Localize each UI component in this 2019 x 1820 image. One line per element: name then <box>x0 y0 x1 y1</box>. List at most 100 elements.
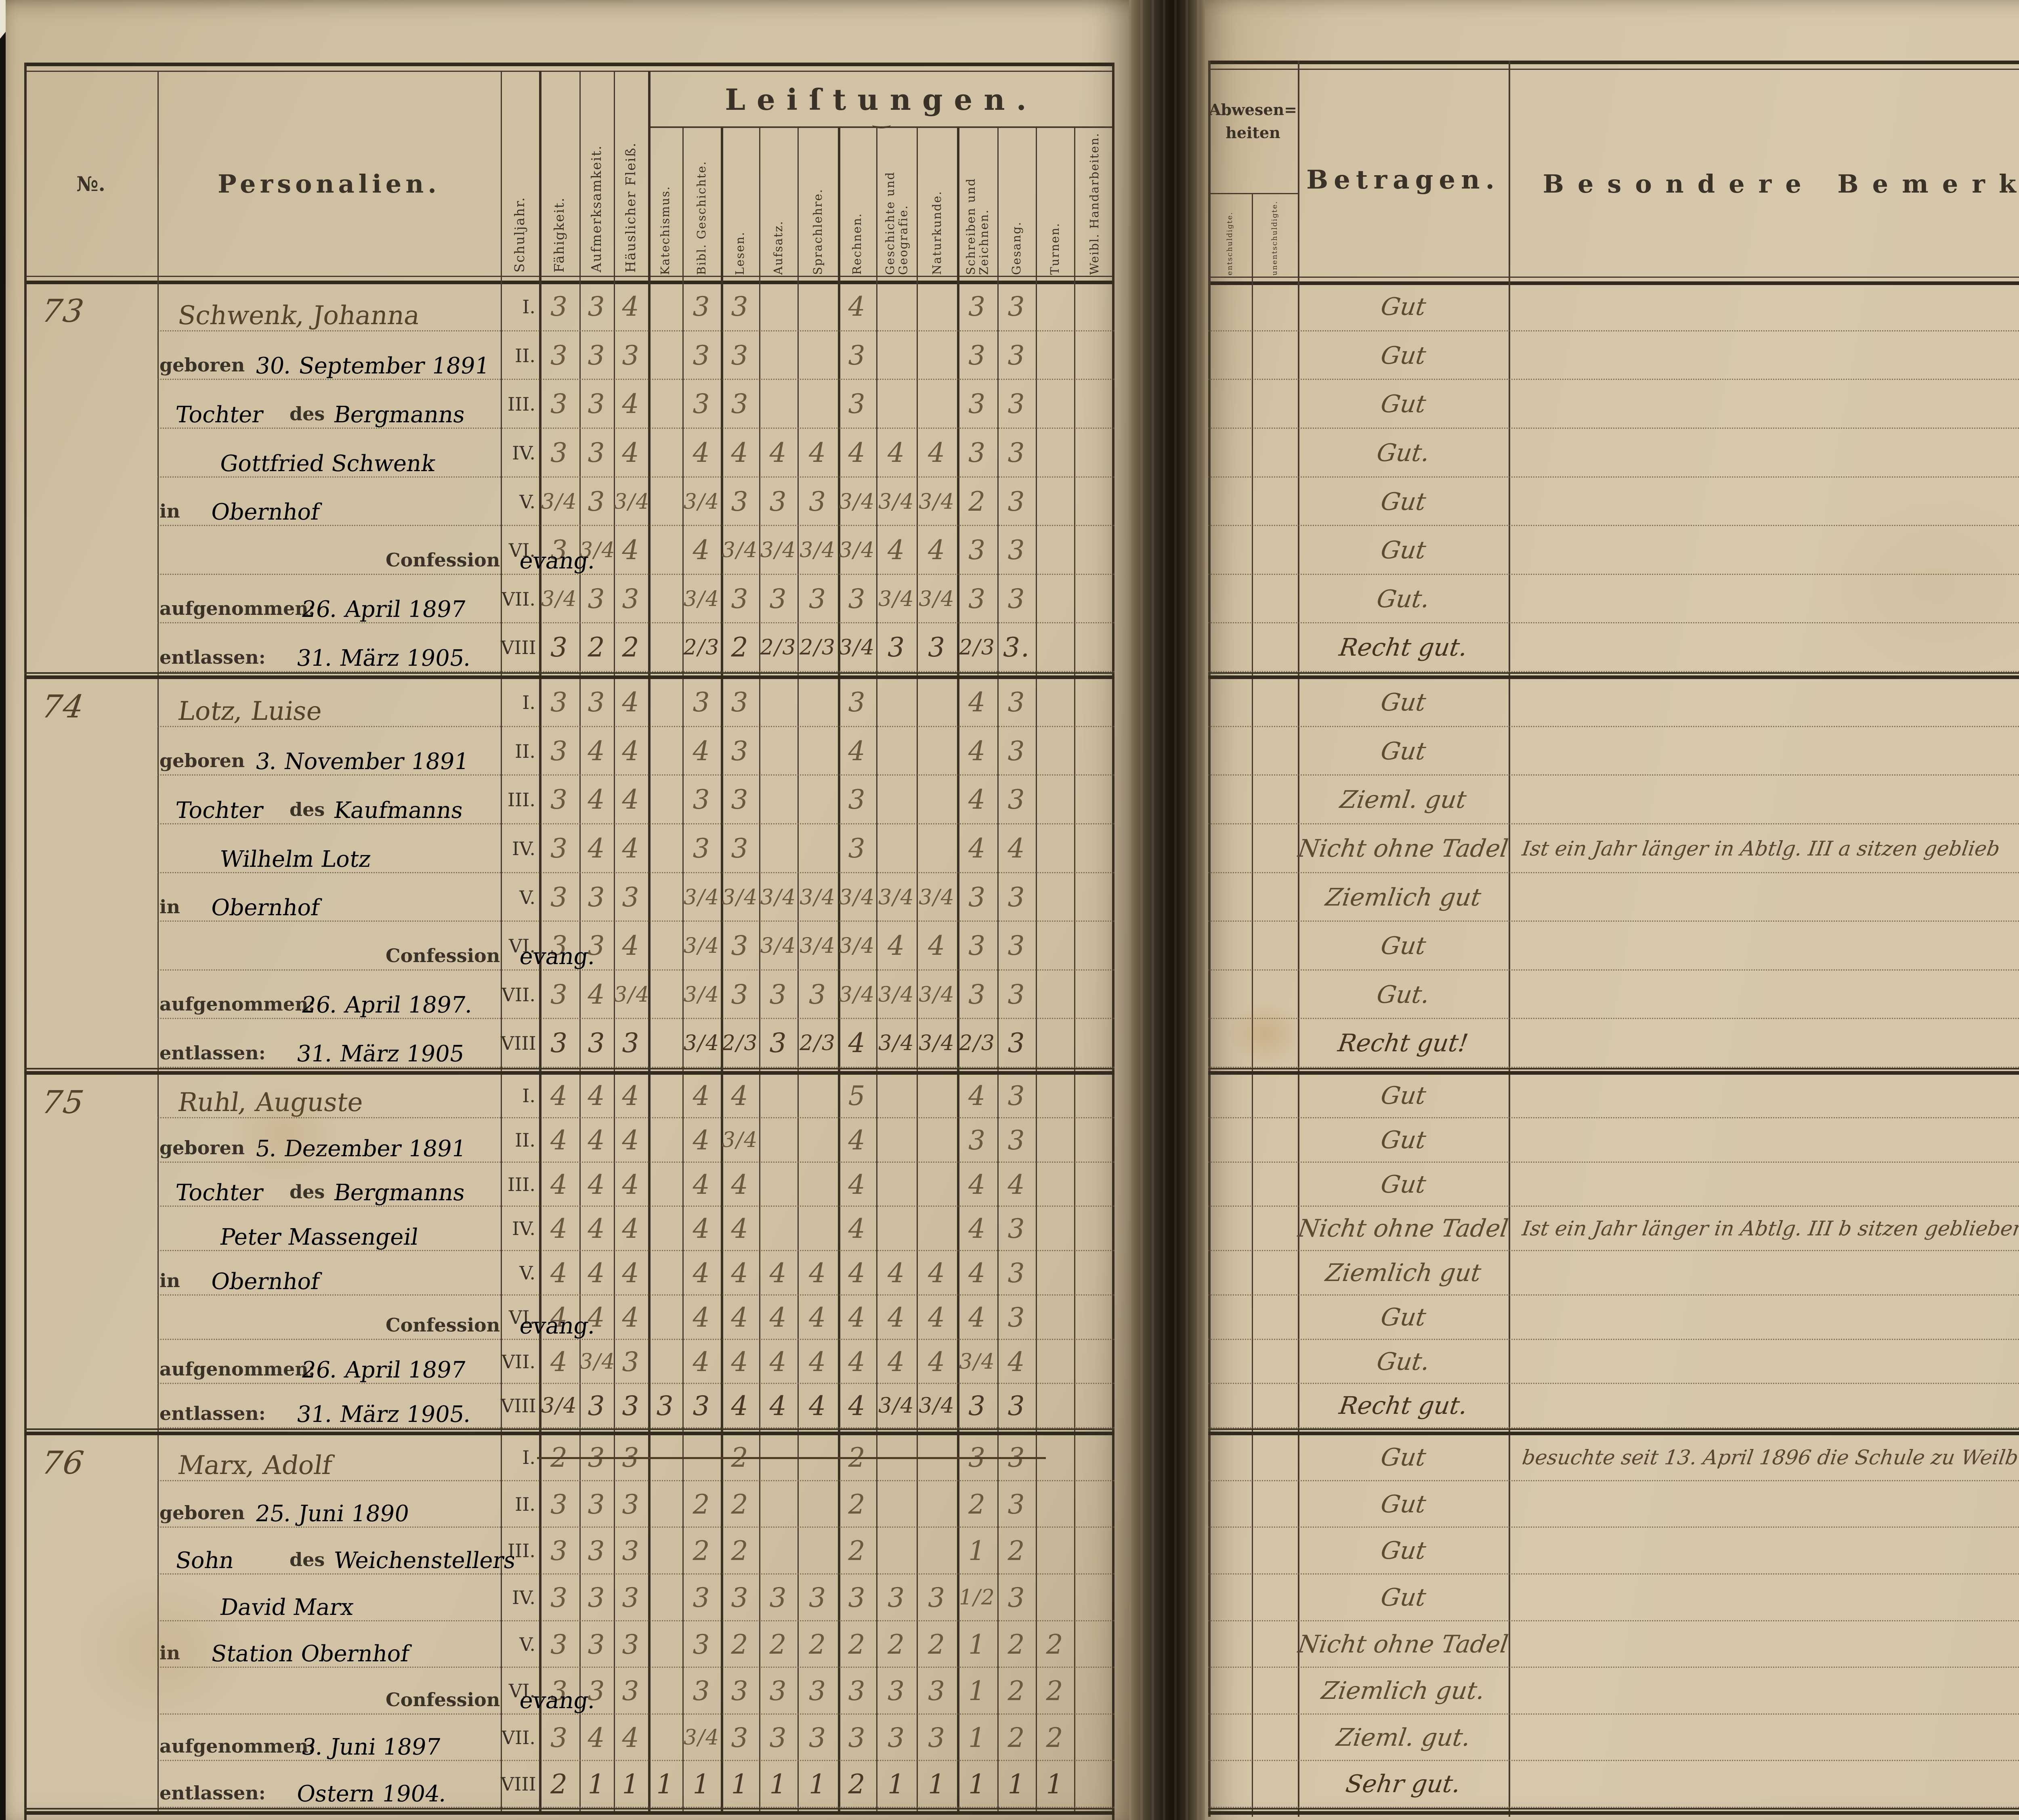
grade-row: VIII 2 1 1 1 1 1 1 1 2 1 1 1 1 1 <box>157 1761 1114 1808</box>
table-border-line <box>1112 63 1114 1820</box>
grade-value: 3 <box>693 388 711 420</box>
grade-row: VIII 3/4 3 3 3 3 4 4 4 4 3/4 3/4 3 3 <box>157 1384 1114 1428</box>
column-line <box>501 71 502 1815</box>
betragen-value: Nicht ohne Tadel <box>1297 1621 1510 1668</box>
conduct-row: Recht gut. <box>1208 1384 2019 1428</box>
label-geboren: geboren <box>160 1502 245 1524</box>
column-header-pre-1: Fähigkeit. <box>539 74 579 273</box>
bemerkung-value: besuchte seit 13. April 1896 die Schule … <box>1509 1434 2019 1481</box>
grade-value: 4 <box>888 437 905 468</box>
schuljahr-label: V. <box>519 491 535 513</box>
grade-value: 4 <box>888 1346 905 1378</box>
grade-value: 3 <box>1007 1489 1026 1520</box>
grade-value: 3 <box>588 1629 606 1660</box>
grade-value: 3 <box>731 388 749 420</box>
record-number-value: 74 <box>39 689 87 725</box>
grade-value: 3/4 <box>760 934 797 958</box>
column-header-leistung-10-label: Turnen. <box>1048 222 1062 275</box>
grade-value: 4 <box>693 535 711 566</box>
record-separator <box>24 1808 1114 1815</box>
grade-value: 3 <box>550 340 568 371</box>
conduct-row: Zieml. gut. <box>1208 1715 2019 1761</box>
betragen-value: Sehr gut. <box>1298 1761 1509 1808</box>
personalien-line: Schwenk, Johanna <box>160 283 501 331</box>
confession-value: evang. <box>518 1688 597 1714</box>
column-header-leistung-7: Naturkunde. <box>917 130 957 275</box>
grade-value: 4 <box>588 1302 606 1333</box>
betragen-text: Gut <box>1379 1303 1428 1331</box>
betragen-value: Zieml. gut <box>1298 776 1509 824</box>
grade-value: 3 <box>550 291 568 322</box>
grade-value: 3 <box>1007 881 1026 913</box>
column-line <box>917 128 918 1815</box>
record-76-right: Gut besuchte seit 13. April 1896 die Schu… <box>1205 1434 2019 1808</box>
conduct-row: Sehr gut. <box>1208 1761 2019 1808</box>
grade-value: 3 <box>731 340 749 371</box>
grade-value: 3 <box>1007 979 1026 1010</box>
grade-value: 3 <box>693 291 711 322</box>
bemerkung-text: besuchte seit 13. April 1896 die Schule … <box>1521 1446 2019 1469</box>
grade-value: 4 <box>622 1302 640 1333</box>
bemerkung-text: Ist ein Jahr länger in Abtlg. III b sitz… <box>1521 1217 2019 1241</box>
label-confession: Confession <box>386 1688 500 1711</box>
column-header-schuljahr-label: Schuljahr. <box>512 197 528 273</box>
left-top-rule-thin <box>24 71 1114 72</box>
personalien-line: aufgenommen: 26. April 1897 <box>160 1340 501 1384</box>
personalien-line: Confession evang. <box>160 526 597 575</box>
grade-value: 2 <box>1007 1535 1026 1567</box>
grade-value: 4 <box>588 1080 606 1111</box>
relation-text: Tochter <box>174 401 265 428</box>
grade-value: 3/4 <box>839 489 875 514</box>
student-name-text: Marx, Adolf <box>176 1450 334 1480</box>
personalien-line: Confession evang. <box>160 1668 597 1715</box>
personalien-line: geboren 3. November 1891 <box>160 727 501 776</box>
grade-value: 3 <box>888 1722 905 1753</box>
left-table: №. Personalien. Leiſtungen. Schuljahr. Fä… <box>24 63 1114 1820</box>
grade-value: 3/4 <box>919 982 955 1007</box>
personalien-line: Confession evang. <box>160 1296 597 1340</box>
schuljahr-label: VIII <box>501 1773 536 1795</box>
grade-value: 3 <box>968 881 986 913</box>
birth-date: 25. Juni 1890 <box>254 1501 411 1527</box>
betragen-text: Recht gut! <box>1336 1029 1470 1058</box>
grade-value: 3 <box>622 1629 640 1660</box>
record-number-value: 76 <box>39 1445 87 1481</box>
grade-value: 3 <box>550 881 568 913</box>
grade-row: III. 4 4 4 4 4 4 4 4 <box>157 1163 1114 1207</box>
grade-row: III. 3 3 3 2 2 2 1 2 <box>157 1528 1114 1575</box>
betragen-value: Zieml. gut. <box>1298 1715 1509 1761</box>
schuljahr-label: VII. <box>501 1350 535 1373</box>
grade-value: 2 <box>731 1629 749 1660</box>
label-aufgenommen: aufgenommen: <box>160 1358 315 1380</box>
grade-value: 3 <box>848 1582 866 1613</box>
column-line <box>957 128 959 1815</box>
grade-value: 3 <box>848 687 866 718</box>
grade-row: I. 3 3 4 3 3 3 4 3 <box>157 678 1114 727</box>
grade-value: 2 <box>848 1489 866 1520</box>
conduct-row: Gut <box>1208 1528 2019 1575</box>
column-header-leistung-0: Katechismus. <box>648 130 682 275</box>
grade-value: 4 <box>731 1258 749 1289</box>
record-number: 74 <box>39 689 87 725</box>
grade-value: 2 <box>731 1489 749 1520</box>
relation: Tochter <box>174 1180 265 1206</box>
grade-value: 3 <box>1007 1213 1026 1245</box>
betragen-text: Gut <box>1379 293 1428 321</box>
grade-value: 4 <box>622 1169 640 1200</box>
right-top-rule-heavy <box>1208 61 2019 64</box>
grade-value: 1 <box>731 1769 749 1800</box>
birth-date-text: 30. September 1891 <box>254 353 491 380</box>
grade-value: 3/4 <box>683 885 720 910</box>
grade-value: 3 <box>731 687 749 718</box>
schuljahr-label: IV. <box>512 1218 535 1240</box>
label-confession: Confession <box>386 944 500 967</box>
grade-value: 4 <box>693 1346 711 1378</box>
grade-row: V. 3 3 3 3 2 2 2 2 2 2 1 2 2 <box>157 1621 1114 1668</box>
grade-value: 3 <box>550 1489 568 1520</box>
birth-date-text: 3. November 1891 <box>254 749 471 775</box>
grade-value: 3 <box>693 1629 711 1660</box>
schuljahr-label: VII. <box>501 983 535 1006</box>
personalien-line: Confession evang. <box>160 922 597 971</box>
grade-value: 3 <box>1007 1080 1026 1111</box>
grade-value: 4 <box>693 1258 711 1289</box>
